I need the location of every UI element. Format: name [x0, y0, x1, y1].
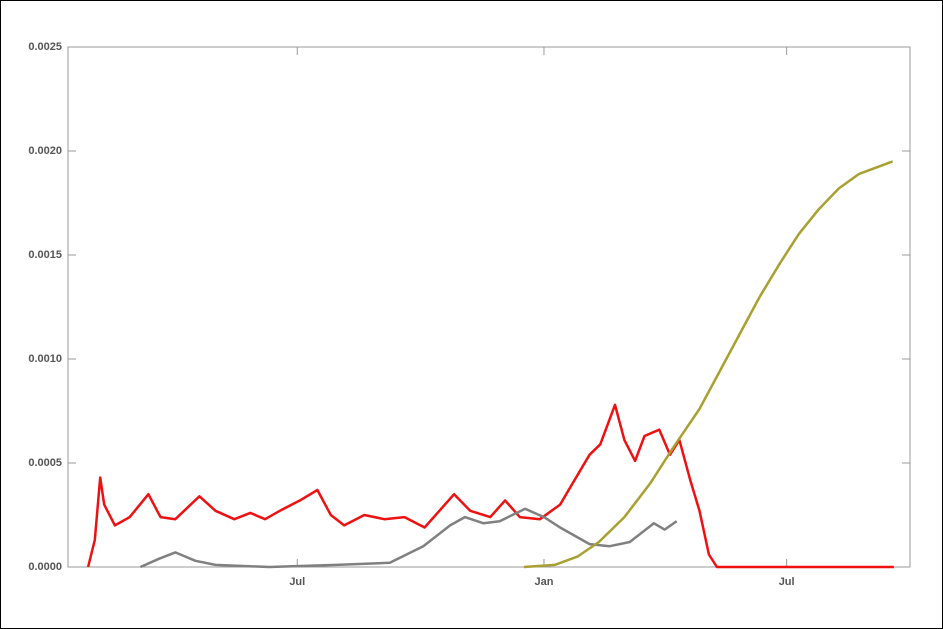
x-tick-label: Jul [779, 576, 795, 588]
y-tick-label: 0.0010 [28, 353, 62, 365]
series-line [523, 160, 894, 569]
series-line [86, 403, 894, 569]
y-tick-label: 0.0015 [28, 249, 62, 261]
x-tick-label: Jul [289, 576, 305, 588]
y-tick-label: 0.0020 [28, 145, 62, 157]
plot-frame [67, 46, 911, 568]
series-line [139, 507, 678, 569]
y-tick-label: 0.0005 [28, 457, 62, 469]
x-tick-label: Jan [534, 576, 553, 588]
y-tick-label: 0.0025 [28, 41, 62, 53]
y-tick-label: 0.0000 [28, 561, 62, 573]
